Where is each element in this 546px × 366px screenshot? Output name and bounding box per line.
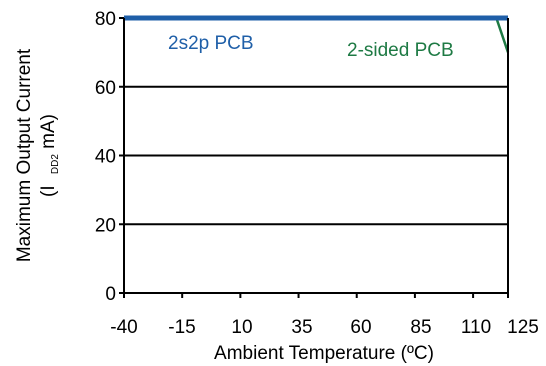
y-axis-title-subscript: DD2 xyxy=(50,154,61,174)
x-tick-label--15: -15 xyxy=(168,317,195,338)
series-lines xyxy=(124,15,510,53)
x-tick-label--40: -40 xyxy=(110,317,137,338)
axes xyxy=(119,17,509,298)
y-axis-title: Maximum Output Current (I DD2 mA) xyxy=(14,48,63,262)
series-label-2-sided-pcb: 2-sided PCB xyxy=(347,40,454,61)
x-tick-label-60: 60 xyxy=(350,317,371,338)
y-axis-title-prefix: (I xyxy=(38,185,59,197)
x-tick-label-10: 10 xyxy=(231,317,252,338)
y-tick-label-80: 80 xyxy=(95,9,116,30)
series-label-2s2p-pcb: 2s2p PCB xyxy=(168,33,254,54)
x-tick-label-35: 35 xyxy=(291,317,312,338)
x-tick-label-125: 125 xyxy=(507,317,539,338)
x-axis-title: Ambient Temperature (ºC) xyxy=(214,343,434,364)
y-tick-label-60: 60 xyxy=(95,78,116,99)
y-axis-title-line2: (I DD2 mA) xyxy=(38,114,63,197)
y-tick-label-40: 40 xyxy=(95,147,116,168)
y-axis-title-line1: Maximum Output Current xyxy=(14,48,35,262)
y-tick-label-20: 20 xyxy=(95,215,116,236)
tick-labels: 0 20 40 60 80 -40 -15 10 35 60 85 110 125 xyxy=(95,9,539,338)
y-tick-label-0: 0 xyxy=(105,284,116,305)
y-axis-title-suffix: mA) xyxy=(38,114,59,149)
x-tick-label-110: 110 xyxy=(461,317,491,338)
x-tick-label-85: 85 xyxy=(410,317,431,338)
